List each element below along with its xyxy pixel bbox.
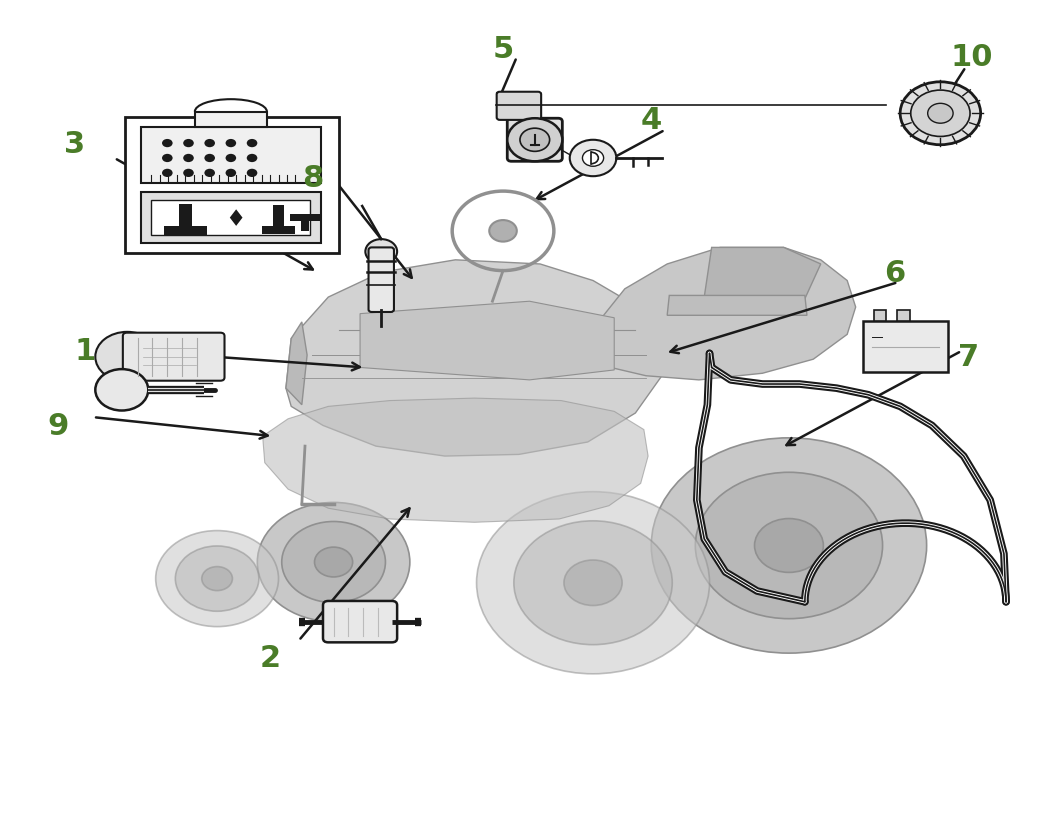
Circle shape bbox=[176, 547, 258, 611]
Bar bbox=[195, 112, 267, 127]
Circle shape bbox=[226, 140, 236, 148]
Polygon shape bbox=[263, 399, 648, 523]
Circle shape bbox=[651, 438, 927, 653]
Circle shape bbox=[183, 170, 194, 178]
Text: 10: 10 bbox=[951, 43, 993, 73]
Bar bbox=[863, 322, 948, 373]
Polygon shape bbox=[667, 296, 807, 316]
Circle shape bbox=[582, 151, 604, 167]
Bar bbox=[874, 311, 886, 322]
Polygon shape bbox=[286, 323, 307, 405]
Bar bbox=[164, 227, 207, 237]
Circle shape bbox=[282, 522, 385, 603]
Bar bbox=[273, 206, 284, 231]
Bar bbox=[179, 205, 192, 232]
Circle shape bbox=[507, 119, 562, 162]
Polygon shape bbox=[704, 248, 821, 299]
Circle shape bbox=[911, 91, 970, 137]
Circle shape bbox=[520, 129, 550, 152]
Circle shape bbox=[570, 141, 616, 177]
Circle shape bbox=[247, 140, 257, 148]
Text: 8: 8 bbox=[302, 163, 323, 193]
Bar bbox=[125, 117, 339, 254]
Polygon shape bbox=[593, 248, 856, 380]
FancyBboxPatch shape bbox=[507, 119, 562, 162]
Bar bbox=[290, 215, 320, 222]
Text: 9: 9 bbox=[48, 411, 69, 441]
Circle shape bbox=[183, 140, 194, 148]
Text: 6: 6 bbox=[884, 258, 905, 288]
Bar bbox=[141, 127, 321, 184]
Circle shape bbox=[162, 155, 173, 163]
Text: 5: 5 bbox=[492, 35, 514, 65]
Circle shape bbox=[247, 170, 257, 178]
Circle shape bbox=[162, 170, 173, 178]
Bar bbox=[897, 311, 910, 322]
Circle shape bbox=[696, 473, 882, 619]
Circle shape bbox=[315, 547, 353, 577]
Circle shape bbox=[204, 155, 215, 163]
Circle shape bbox=[564, 561, 623, 605]
Text: 3: 3 bbox=[64, 130, 85, 160]
FancyBboxPatch shape bbox=[497, 93, 541, 121]
Bar bbox=[262, 227, 295, 235]
Circle shape bbox=[489, 221, 517, 242]
Text: 4: 4 bbox=[641, 105, 662, 135]
Text: 2: 2 bbox=[259, 643, 281, 672]
Text: 7: 7 bbox=[958, 342, 980, 372]
Circle shape bbox=[247, 155, 257, 163]
Circle shape bbox=[95, 370, 148, 411]
Circle shape bbox=[226, 155, 236, 163]
Polygon shape bbox=[286, 261, 662, 457]
FancyBboxPatch shape bbox=[123, 333, 225, 381]
Bar bbox=[151, 201, 310, 236]
Circle shape bbox=[900, 83, 981, 146]
Circle shape bbox=[365, 240, 397, 265]
Circle shape bbox=[201, 567, 233, 590]
Circle shape bbox=[204, 170, 215, 178]
Circle shape bbox=[477, 492, 710, 674]
Circle shape bbox=[226, 170, 236, 178]
Bar bbox=[301, 222, 309, 232]
Circle shape bbox=[156, 531, 279, 627]
Circle shape bbox=[754, 519, 824, 572]
Circle shape bbox=[928, 104, 953, 124]
Polygon shape bbox=[360, 302, 614, 380]
Circle shape bbox=[257, 503, 410, 622]
Text: 1: 1 bbox=[74, 337, 95, 366]
Circle shape bbox=[204, 140, 215, 148]
FancyBboxPatch shape bbox=[369, 248, 394, 313]
FancyBboxPatch shape bbox=[323, 601, 397, 643]
Polygon shape bbox=[230, 210, 243, 227]
Circle shape bbox=[95, 332, 159, 382]
Circle shape bbox=[162, 140, 173, 148]
Bar bbox=[141, 193, 321, 244]
Circle shape bbox=[183, 155, 194, 163]
Circle shape bbox=[514, 521, 672, 645]
